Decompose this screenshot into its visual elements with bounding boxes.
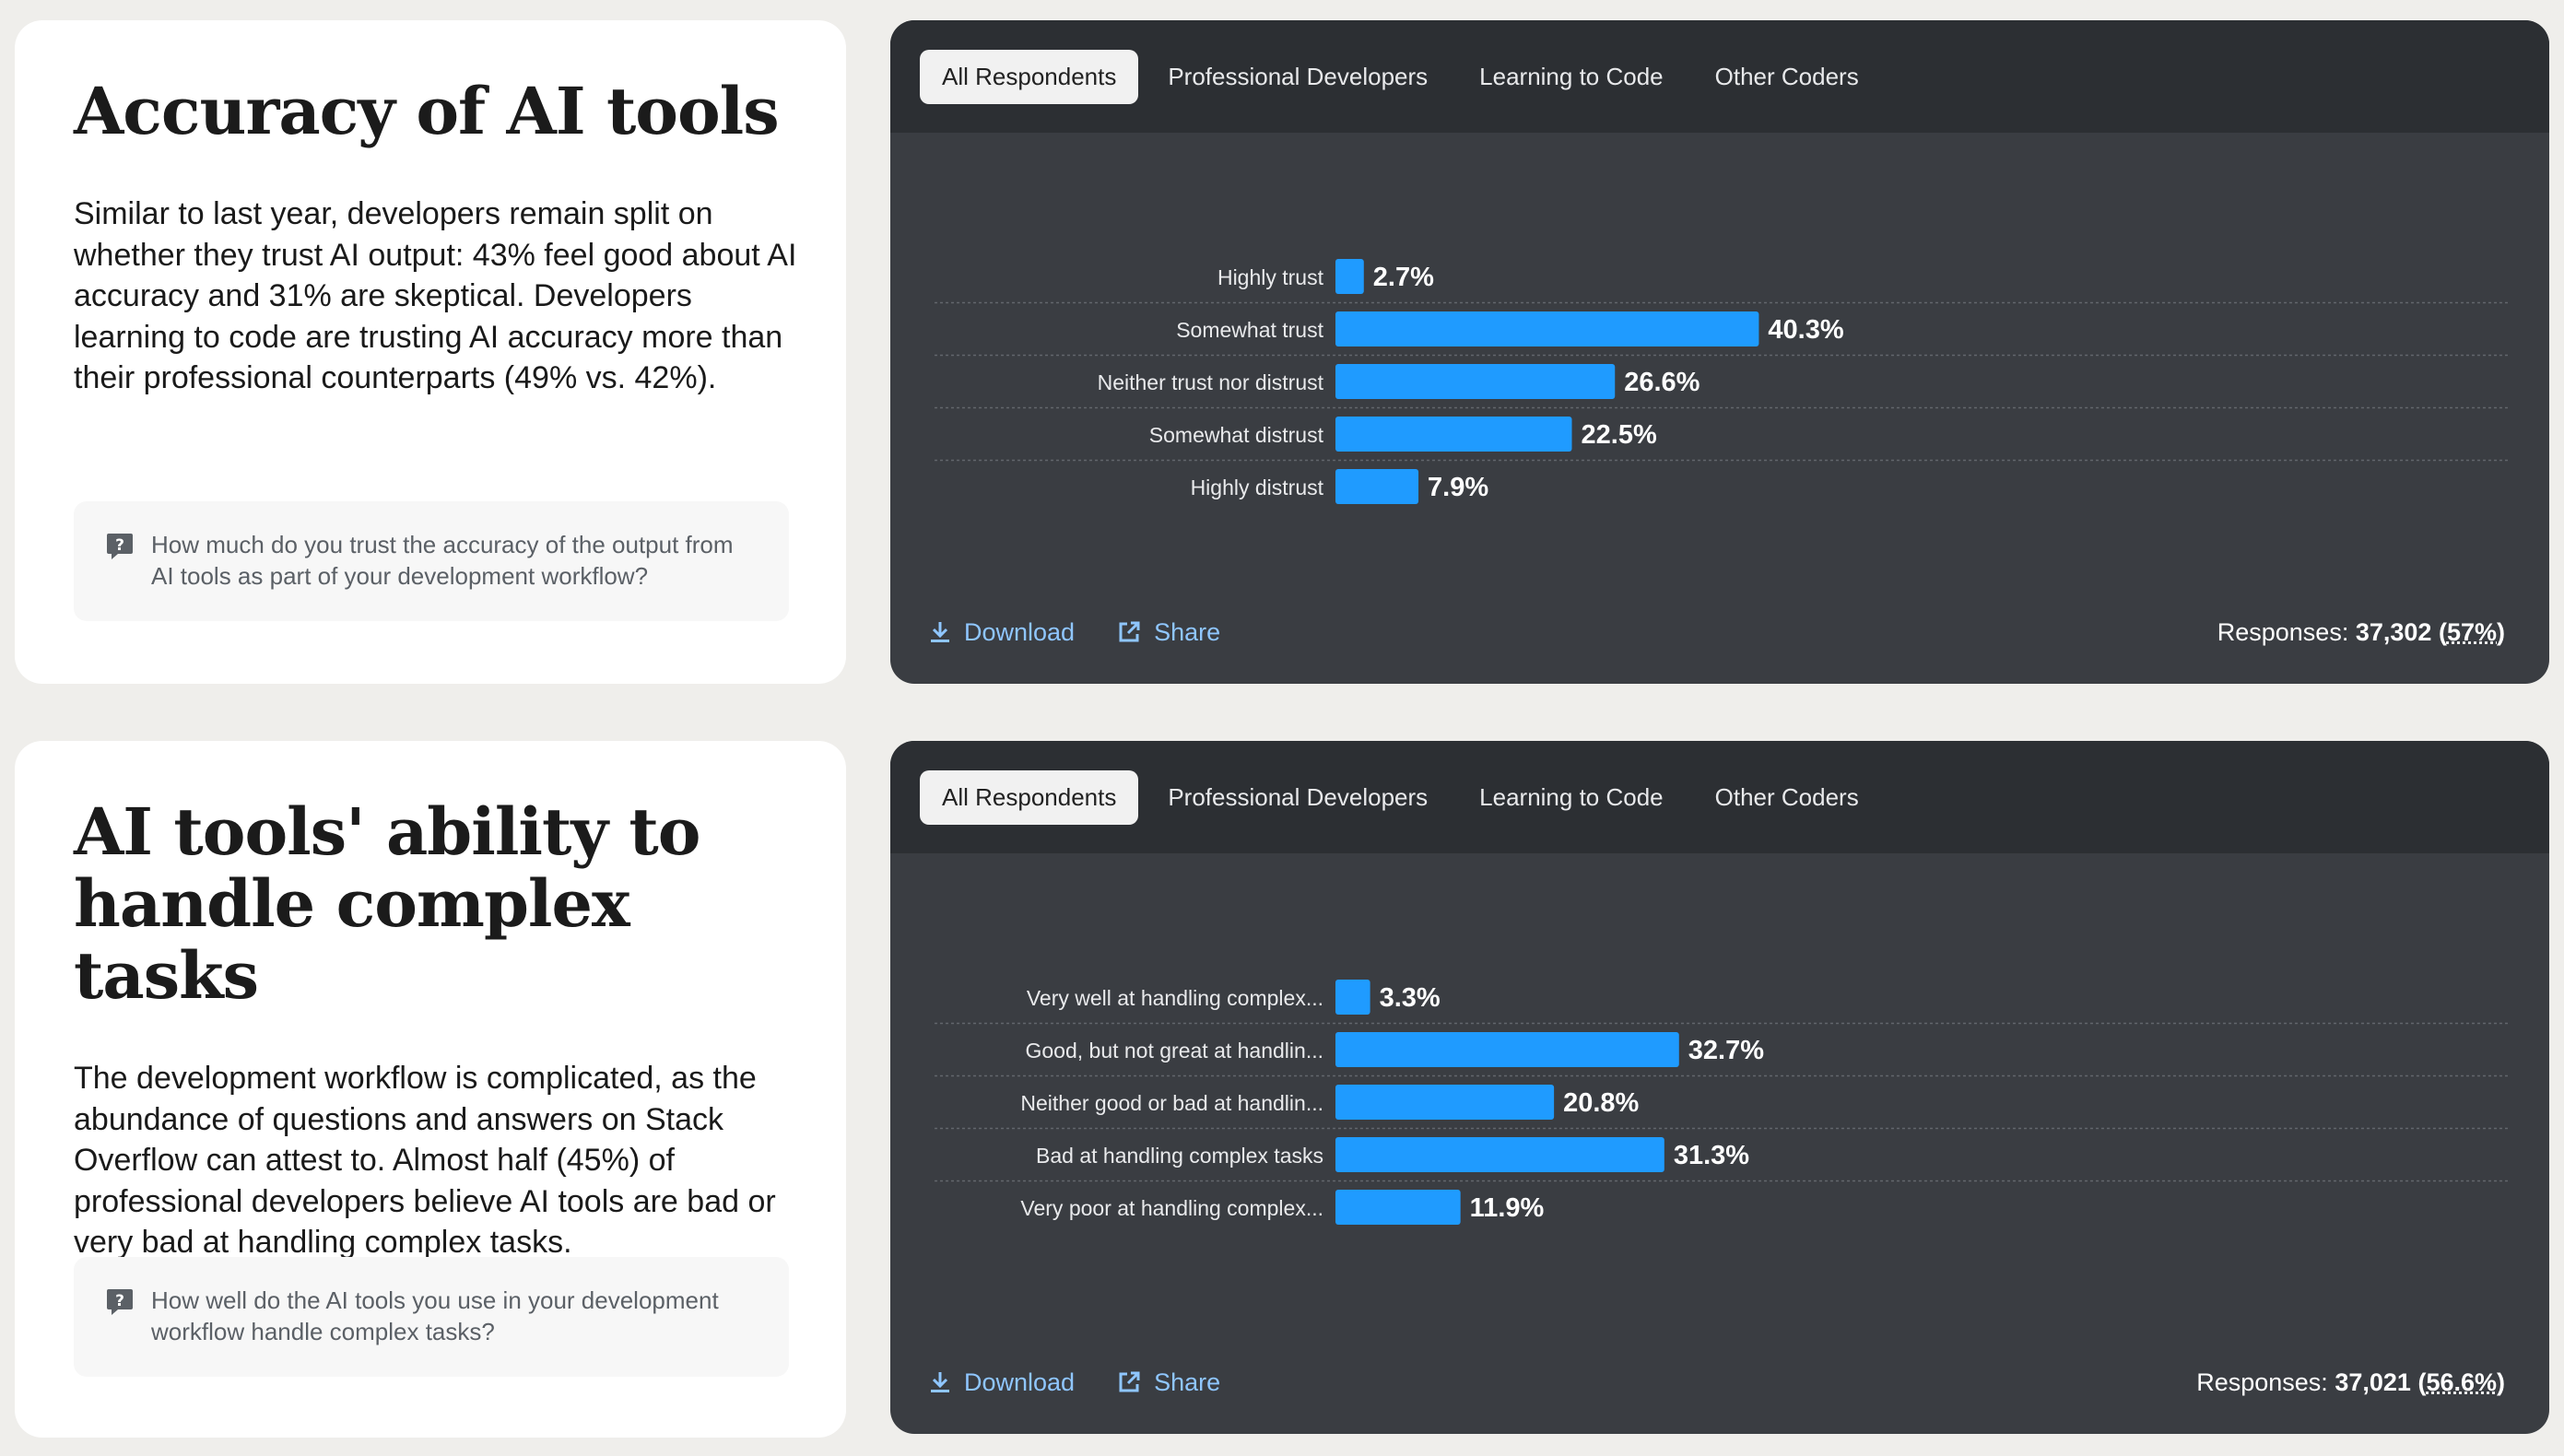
tab-learning-to-code[interactable]: Learning to Code bbox=[1479, 62, 1664, 90]
bar[interactable] bbox=[1335, 1190, 1461, 1225]
section-title: Accuracy of AI tools bbox=[74, 73, 780, 149]
responses-label: Responses: bbox=[2217, 617, 2349, 646]
category-label: Very poor at handling complex... bbox=[1020, 1196, 1323, 1220]
value-label: 2.7% bbox=[1373, 263, 1434, 292]
category-label: Somewhat trust bbox=[1176, 318, 1323, 342]
survey-question: ? How well do the AI tools you use in yo… bbox=[74, 1257, 789, 1377]
survey-section: Accuracy of AI tools Similar to last yea… bbox=[15, 20, 2549, 702]
value-label: 32.7% bbox=[1688, 1036, 1764, 1065]
tab-professional-developers[interactable]: Professional Developers bbox=[1168, 782, 1429, 811]
bar[interactable] bbox=[1335, 1085, 1555, 1120]
section-title: AI tools' ability to handle complex task… bbox=[74, 793, 700, 1014]
tab-other-coders[interactable]: Other Coders bbox=[1714, 62, 1859, 90]
bar-chart-svg: Highly trust 2.7% Somewhat trust 40.3% Neith… bbox=[935, 259, 2511, 504]
value-label: 31.3% bbox=[1674, 1141, 1749, 1170]
download-label: Download bbox=[964, 1368, 1076, 1396]
tab-all-respondents[interactable]: All Respondents bbox=[920, 769, 1139, 825]
value-label: 26.6% bbox=[1624, 368, 1700, 397]
info-card: Accuracy of AI tools Similar to last yea… bbox=[15, 20, 846, 684]
responses-number: 37,302 bbox=[2355, 617, 2432, 646]
responses-label: Responses: bbox=[2196, 1368, 2328, 1396]
tab-all-respondents[interactable]: All Respondents bbox=[920, 49, 1139, 104]
download-label: Download bbox=[964, 617, 1076, 646]
bar[interactable] bbox=[1335, 469, 1419, 504]
category-label: Neither good or bad at handlin... bbox=[1020, 1091, 1323, 1115]
download-icon bbox=[931, 1372, 949, 1392]
survey-question: ? How much do you trust the accuracy of … bbox=[74, 501, 789, 621]
question-text: How much do you trust the accuracy of th… bbox=[151, 531, 734, 590]
question-square-icon: ? bbox=[107, 534, 133, 559]
question-text: How well do the AI tools you use in your… bbox=[151, 1286, 719, 1345]
bar[interactable] bbox=[1335, 417, 1572, 452]
section-description: Similar to last year, developers remain … bbox=[74, 196, 797, 395]
bar-chart-svg: Very well at handling complex... 3.3% Good… bbox=[935, 980, 2511, 1225]
download-icon bbox=[931, 622, 949, 642]
bar[interactable] bbox=[1335, 1032, 1679, 1067]
value-label: 20.8% bbox=[1563, 1088, 1639, 1118]
value-label: 7.9% bbox=[1428, 473, 1488, 502]
category-label: Good, but not great at handlin... bbox=[1025, 1039, 1323, 1063]
responses-percent[interactable]: 57% bbox=[2446, 617, 2497, 646]
chart-card: All Respondents Professional Developers … bbox=[890, 741, 2549, 1434]
share-label: Share bbox=[1154, 1368, 1221, 1396]
category-label: Bad at handling complex tasks bbox=[1036, 1144, 1323, 1168]
share-button[interactable]: Share bbox=[1117, 1368, 1220, 1397]
category-label: Very well at handling complex... bbox=[1027, 986, 1323, 1010]
tab-professional-developers[interactable]: Professional Developers bbox=[1168, 62, 1429, 90]
category-label: Highly trust bbox=[1217, 265, 1324, 289]
chart-footer: Download Share Responses: 37,021 (56.6%) bbox=[890, 1355, 2549, 1410]
bar[interactable] bbox=[1335, 259, 1364, 294]
responses-percent[interactable]: 56.6% bbox=[2426, 1368, 2497, 1396]
download-button[interactable]: Download bbox=[929, 1368, 1075, 1397]
share-label: Share bbox=[1154, 617, 1221, 646]
category-label: Somewhat distrust bbox=[1149, 423, 1324, 447]
section-description: The development workflow is complicated,… bbox=[74, 1061, 776, 1260]
responses-count: Responses: 37,302 (57%) bbox=[2217, 617, 2505, 646]
bar[interactable] bbox=[1335, 311, 1759, 346]
tab-learning-to-code[interactable]: Learning to Code bbox=[1479, 782, 1664, 811]
bar[interactable] bbox=[1335, 364, 1616, 399]
external-link-icon bbox=[1119, 621, 1140, 642]
bar-chart: Very well at handling complex... 3.3% Good… bbox=[890, 853, 2549, 1259]
info-card: AI tools' ability to handle complex task… bbox=[15, 741, 846, 1438]
category-label: Neither trust nor distrust bbox=[1098, 370, 1324, 394]
tab-other-coders[interactable]: Other Coders bbox=[1714, 782, 1859, 811]
value-label: 11.9% bbox=[1470, 1193, 1545, 1223]
chart-card: All Respondents Professional Developers … bbox=[890, 20, 2549, 684]
external-link-icon bbox=[1119, 1371, 1140, 1392]
bar[interactable] bbox=[1335, 980, 1370, 1015]
question-square-icon: ? bbox=[107, 1289, 133, 1315]
value-label: 3.3% bbox=[1380, 983, 1441, 1013]
category-label: Highly distrust bbox=[1191, 476, 1324, 499]
survey-section: AI tools' ability to handle complex task… bbox=[15, 741, 2549, 1438]
chart-footer: Download Share Responses: 37,302 (57%) bbox=[890, 605, 2549, 660]
download-button[interactable]: Download bbox=[929, 618, 1075, 647]
value-label: 22.5% bbox=[1582, 420, 1657, 450]
bar-chart: Highly trust 2.7% Somewhat trust 40.3% Neith… bbox=[890, 133, 2549, 538]
bar[interactable] bbox=[1335, 1137, 1664, 1172]
share-button[interactable]: Share bbox=[1117, 618, 1220, 647]
respondent-tabs: All Respondents Professional Developers … bbox=[890, 741, 2549, 853]
responses-count: Responses: 37,021 (56.6%) bbox=[2196, 1368, 2505, 1396]
svg-text:?: ? bbox=[115, 536, 124, 555]
respondent-tabs: All Respondents Professional Developers … bbox=[890, 20, 2549, 133]
responses-number: 37,021 bbox=[2335, 1368, 2411, 1396]
svg-text:?: ? bbox=[115, 1292, 124, 1310]
value-label: 40.3% bbox=[1768, 315, 1843, 345]
